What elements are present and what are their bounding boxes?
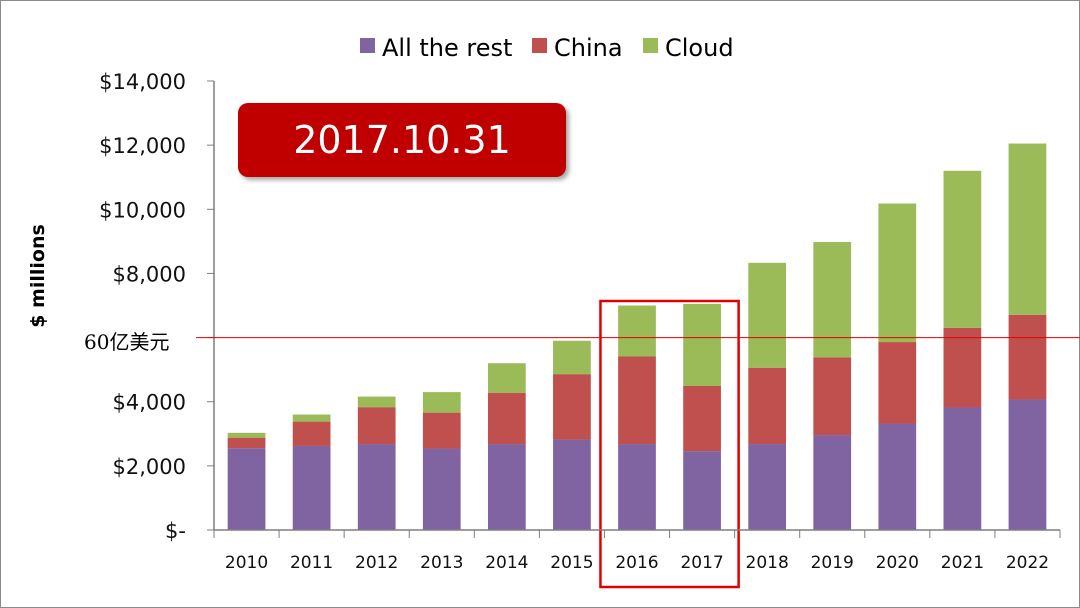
bar-china-2018 bbox=[748, 367, 787, 445]
bar-all-the-rest-2020 bbox=[878, 423, 917, 530]
bar-china-2016 bbox=[618, 356, 656, 445]
x-tick-label: 2020 bbox=[876, 553, 919, 573]
y-tick-label: $2,000 bbox=[113, 455, 186, 479]
bar-all-the-rest-2011 bbox=[292, 445, 331, 530]
y-tick-label: $4,000 bbox=[113, 391, 186, 415]
bar-cloud-2022 bbox=[1008, 143, 1047, 315]
legend-item: China bbox=[532, 34, 623, 62]
x-tick-label: 2011 bbox=[290, 553, 333, 573]
legend-item: All the rest bbox=[360, 34, 512, 62]
legend-swatch bbox=[643, 38, 658, 53]
bar-all-the-rest-2012 bbox=[357, 444, 396, 530]
legend-swatch bbox=[532, 38, 547, 53]
x-tick-label: 2015 bbox=[550, 553, 593, 573]
bar-china-2014 bbox=[487, 392, 526, 445]
y-tick-label: $8,000 bbox=[113, 262, 186, 286]
legend-swatch bbox=[360, 38, 375, 53]
bar-all-the-rest-2015 bbox=[553, 439, 591, 530]
bar-china-2021 bbox=[943, 327, 982, 408]
bar-all-the-rest-2013 bbox=[422, 448, 461, 530]
x-tick-label: 2019 bbox=[811, 553, 854, 573]
x-tick-label: 2021 bbox=[941, 553, 984, 573]
bar-cloud-2012 bbox=[357, 396, 396, 408]
x-tick-label: 2012 bbox=[355, 553, 398, 573]
x-tick-label: 2018 bbox=[746, 553, 789, 573]
bar-china-2019 bbox=[813, 357, 852, 436]
bar-all-the-rest-2022 bbox=[1008, 399, 1047, 530]
bar-china-2020 bbox=[878, 342, 917, 424]
bar-china-2017 bbox=[683, 385, 721, 452]
bar-cloud-2021 bbox=[943, 170, 982, 328]
bar-china-2012 bbox=[357, 407, 396, 445]
y-tick-label: $10,000 bbox=[99, 198, 186, 222]
x-tick-label: 2014 bbox=[485, 553, 528, 573]
bar-cloud-2014 bbox=[487, 363, 526, 393]
bar-cloud-2011 bbox=[292, 414, 331, 422]
legend-label: Cloud bbox=[665, 34, 734, 62]
bar-all-the-rest-2018 bbox=[748, 444, 787, 530]
date-badge: 2017.10.31 bbox=[238, 103, 566, 177]
y-tick-label: $- bbox=[165, 519, 186, 543]
bar-cloud-2016 bbox=[618, 305, 656, 357]
x-tick-label: 2017 bbox=[680, 553, 723, 573]
legend-item: Cloud bbox=[643, 34, 734, 62]
bar-china-2015 bbox=[553, 374, 591, 440]
bar-cloud-2013 bbox=[422, 392, 461, 413]
y-tick-label: $14,000 bbox=[99, 70, 186, 94]
x-tick-label: 2022 bbox=[1006, 553, 1049, 573]
bar-cloud-2018 bbox=[748, 262, 787, 368]
bar-china-2013 bbox=[422, 412, 461, 449]
reference-line-label: 60亿美元 bbox=[84, 330, 170, 354]
bar-all-the-rest-2010 bbox=[227, 448, 266, 530]
bar-all-the-rest-2016 bbox=[618, 444, 656, 530]
bar-cloud-2010 bbox=[227, 432, 266, 438]
bar-cloud-2017 bbox=[683, 303, 721, 386]
bar-cloud-2015 bbox=[553, 340, 591, 375]
bar-china-2022 bbox=[1008, 314, 1047, 400]
bar-all-the-rest-2019 bbox=[813, 435, 852, 530]
x-tick-label: 2010 bbox=[225, 553, 268, 573]
x-tick-label: 2013 bbox=[420, 553, 463, 573]
bar-cloud-2020 bbox=[878, 203, 917, 343]
legend-label: China bbox=[554, 34, 623, 62]
highlight-box bbox=[599, 299, 740, 589]
bar-all-the-rest-2021 bbox=[943, 407, 982, 530]
y-tick-label: $12,000 bbox=[99, 134, 186, 158]
legend-label: All the rest bbox=[382, 34, 512, 62]
x-tick-label: 2016 bbox=[615, 553, 658, 573]
y-axis-label: $ millions bbox=[27, 224, 49, 328]
bar-china-2010 bbox=[227, 437, 266, 449]
bar-all-the-rest-2014 bbox=[487, 444, 526, 530]
bar-china-2011 bbox=[292, 421, 331, 446]
bar-all-the-rest-2017 bbox=[683, 451, 721, 530]
bar-cloud-2019 bbox=[813, 241, 852, 358]
